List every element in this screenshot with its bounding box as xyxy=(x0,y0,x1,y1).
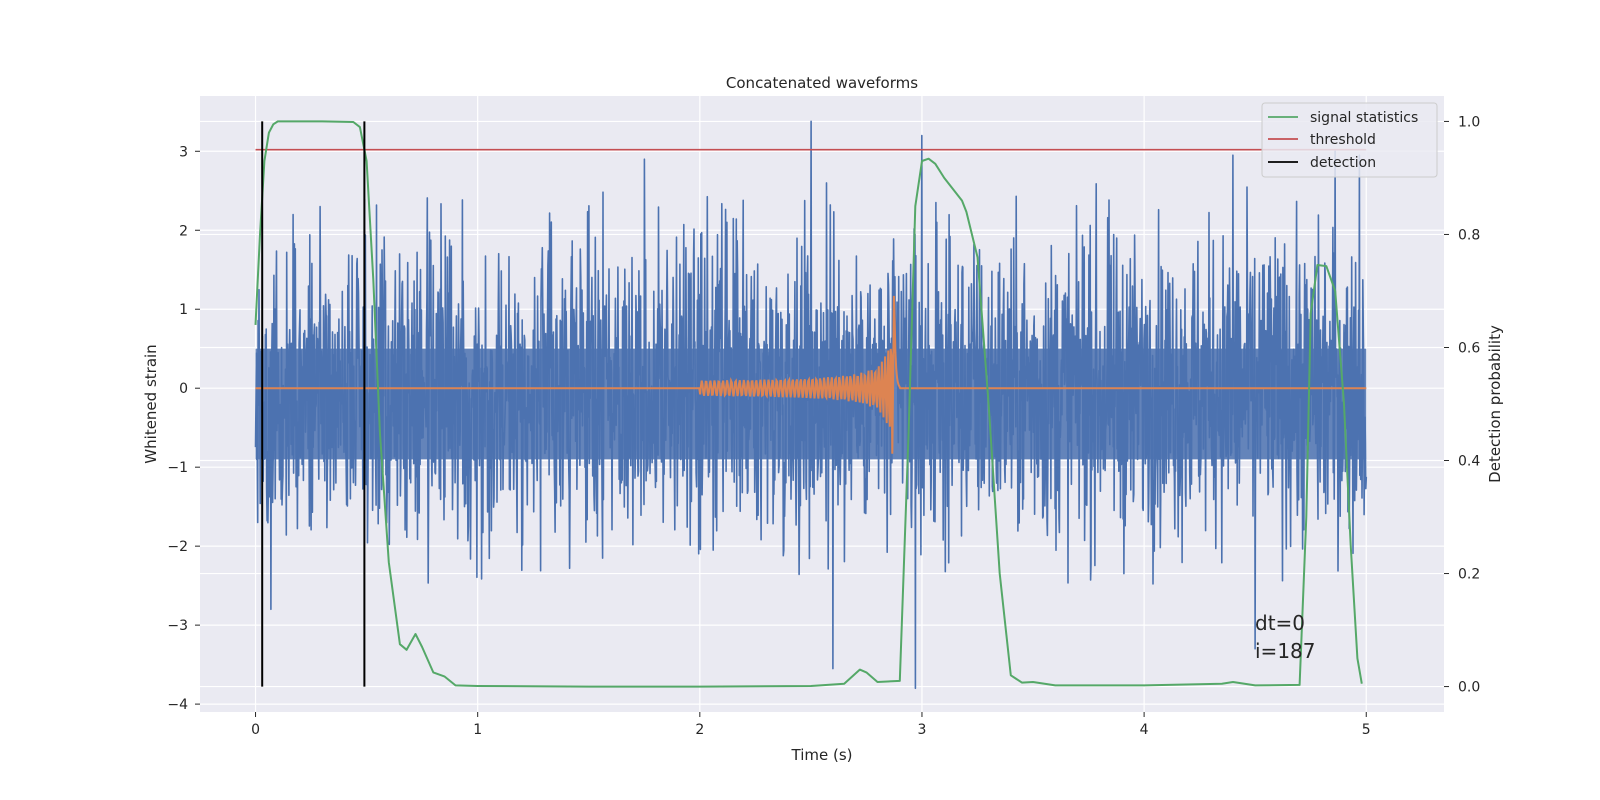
y2-tick-label: 0.6 xyxy=(1458,340,1480,356)
series-layer xyxy=(254,120,1367,688)
y-tick-label: −4 xyxy=(167,697,188,713)
injection-trace xyxy=(255,295,1367,454)
noise-core-band xyxy=(255,348,1367,460)
axes-layer: 0 1 2 3 4 5 −4 −3 −2 −1 0 1 2 3 0.0 0.2 0.4 0.6 0.8 1.0 xyxy=(167,114,1480,738)
y-tick-label: −1 xyxy=(167,460,188,476)
annotation-index: i=187 xyxy=(1255,639,1316,663)
y2-tick-label: 0.4 xyxy=(1458,454,1480,470)
y-axis-label: Whitened strain xyxy=(142,344,160,463)
x-tick-label: 2 xyxy=(695,722,704,738)
y2-tick-label: 0.2 xyxy=(1458,567,1480,583)
x-tick-label: 0 xyxy=(251,722,260,738)
x-axis-label: Time (s) xyxy=(791,746,853,764)
legend-label-signal-statistics: signal statistics xyxy=(1310,110,1418,126)
legend-label-detection: detection xyxy=(1310,155,1376,171)
y2-tick-label: 0.0 xyxy=(1458,680,1480,696)
x-tick-label: 1 xyxy=(473,722,482,738)
y-tick-label: −3 xyxy=(167,618,188,634)
y2-axis-label: Detection probability xyxy=(1486,325,1504,483)
noise-layer xyxy=(254,120,1368,690)
x-tick-label: 5 xyxy=(1362,722,1371,738)
x-tick-label: 3 xyxy=(918,722,927,738)
y-tick-label: 0 xyxy=(179,381,188,397)
y-tick-label: 3 xyxy=(179,144,188,160)
x-tick-label: 4 xyxy=(1140,722,1149,738)
chart-title: Concatenated waveforms xyxy=(726,74,918,92)
legend: signal statistics threshold detection xyxy=(1261,102,1438,178)
y-tick-label: 2 xyxy=(179,223,188,239)
legend-box xyxy=(1261,102,1438,178)
annotation-dt: dt=0 xyxy=(1255,611,1305,635)
y-tick-label: 1 xyxy=(179,302,188,318)
y2-tick-label: 0.8 xyxy=(1458,227,1480,243)
legend-label-threshold: threshold xyxy=(1310,132,1376,148)
y2-tick-label: 1.0 xyxy=(1458,114,1480,130)
y-tick-label: −2 xyxy=(167,539,188,555)
